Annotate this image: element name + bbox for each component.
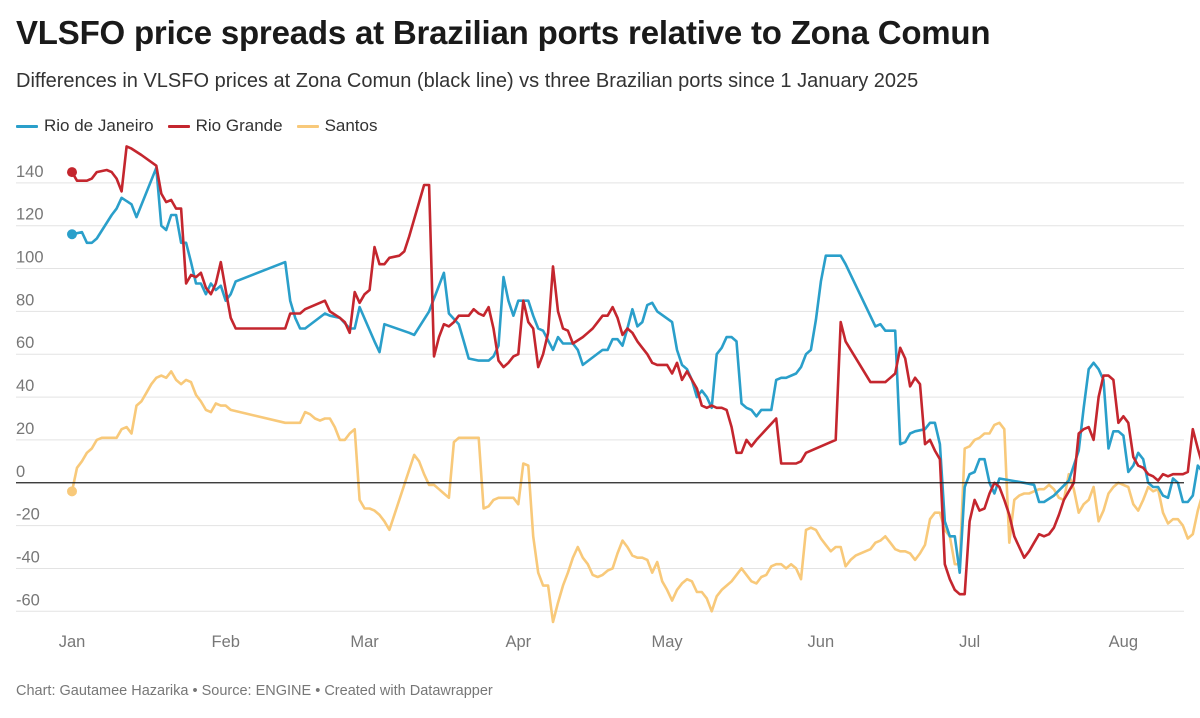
legend-label-rio-grande: Rio Grande [195,116,283,135]
y-tick-label: -60 [16,591,40,609]
series-line-rio-grande [70,145,1200,596]
legend-item-rio-de-janeiro: Rio de Janeiro [16,116,154,136]
endpoint-markers [67,167,77,497]
y-tick-label: 20 [16,420,34,438]
x-tick-label: Jan [59,633,86,651]
x-axis: Jan Feb Mar Apr May Jun Jul Aug [59,633,1138,651]
x-tick-label: May [652,633,684,651]
y-tick-label: 40 [16,377,34,395]
x-tick-label: Aug [1109,633,1138,651]
y-tick-label: 0 [16,463,25,481]
start-point-rio-de-janeiro [67,229,77,240]
start-point-rio-grande [67,167,77,178]
y-gridlines [16,182,1184,612]
x-tick-label: Jul [959,633,980,651]
y-axis: -60 -40 -20 0 20 40 60 80 100 120 140 [16,163,44,609]
legend-swatch-rio-grande [167,124,190,128]
chart-footer: Chart: Gautamee Hazarika • Source: ENGIN… [16,683,493,699]
y-tick-label: 60 [16,334,34,352]
y-tick-label: 120 [16,206,44,224]
start-point-santos [67,486,77,497]
y-tick-label: -20 [16,506,40,524]
chart-legend: Rio de Janeiro Rio Grande Santos [16,116,378,136]
series-line-santos [70,370,1200,624]
x-tick-label: Jun [808,633,835,651]
legend-swatch-santos [296,124,319,128]
chart-title: VLSFO price spreads at Brazilian ports r… [16,14,991,51]
legend-label-santos: Santos [324,116,378,135]
y-tick-label: 80 [16,291,34,309]
y-tick-label: -40 [16,548,40,566]
series-line-rio-de-janeiro [70,166,1200,575]
legend-item-santos: Santos [296,116,378,136]
y-tick-label: 140 [16,163,44,181]
x-tick-label: Feb [212,633,240,651]
x-tick-label: Apr [505,633,531,651]
legend-label-rio-de-janeiro: Rio de Janeiro [44,116,154,135]
chart-subtitle: Differences in VLSFO prices at Zona Comu… [16,70,919,92]
legend-swatch-rio-de-janeiro [16,124,38,128]
legend-item-rio-grande: Rio Grande [167,116,283,136]
series-lines [70,145,1200,624]
y-tick-label: 100 [16,249,44,267]
x-tick-label: Mar [350,633,379,651]
